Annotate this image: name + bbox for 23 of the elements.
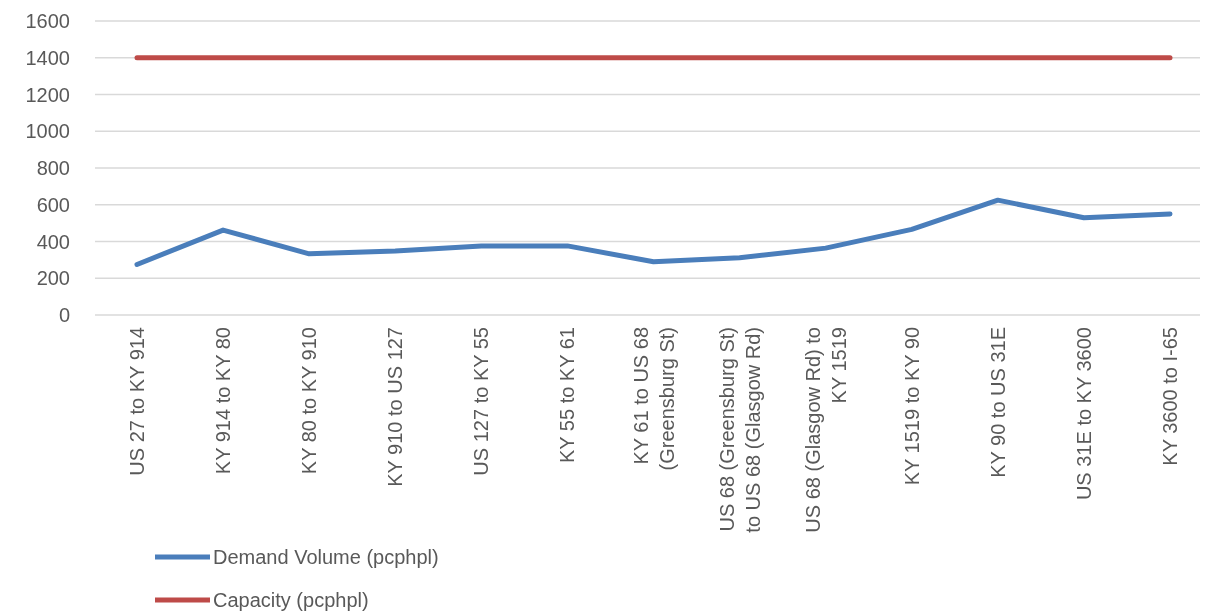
y-tick-label: 1400 [25,46,70,69]
x-tick-label: US 68 (Greensburg St) to US 68 (Glasgow Rd) [715,327,764,533]
x-tick-label: US 31E to KY 3600 [1072,327,1095,501]
y-tick-label: 800 [36,157,70,179]
x-tick-label: KY 90 to US 31E [986,327,1009,478]
x-tick-label: KY 910 to US 127 [384,327,407,487]
x-tick-label: KY 914 to KY 80 [212,327,235,475]
y-tick-label: 0 [58,304,70,326]
x-tick-label: US 127 to KY 55 [470,327,493,476]
x-tick-label: KY 80 to KY 910 [298,327,321,475]
x-tick-label: KY 61 to US 68 (Greensburg St) [629,327,678,471]
x-tick-label: KY 55 to KY 61 [556,327,579,464]
x-tick-label: US 27 to KY 914 [126,327,148,476]
x-tick-label: KY 1519 to KY 90 [900,327,923,486]
y-tick-label: 200 [36,267,70,290]
y-tick-label: 400 [36,230,70,253]
legend-label: Demand Volume (pcphpl) [213,546,439,568]
y-tick-label: 1200 [25,83,70,106]
x-tick-label: KY 3600 to I-65 [1159,327,1181,466]
y-tick-label: 1600 [25,10,70,32]
legend-label: Capacity (pcphpl) [213,589,369,611]
y-tick-label: 600 [36,193,70,216]
y-tick-label: 1000 [25,120,70,143]
